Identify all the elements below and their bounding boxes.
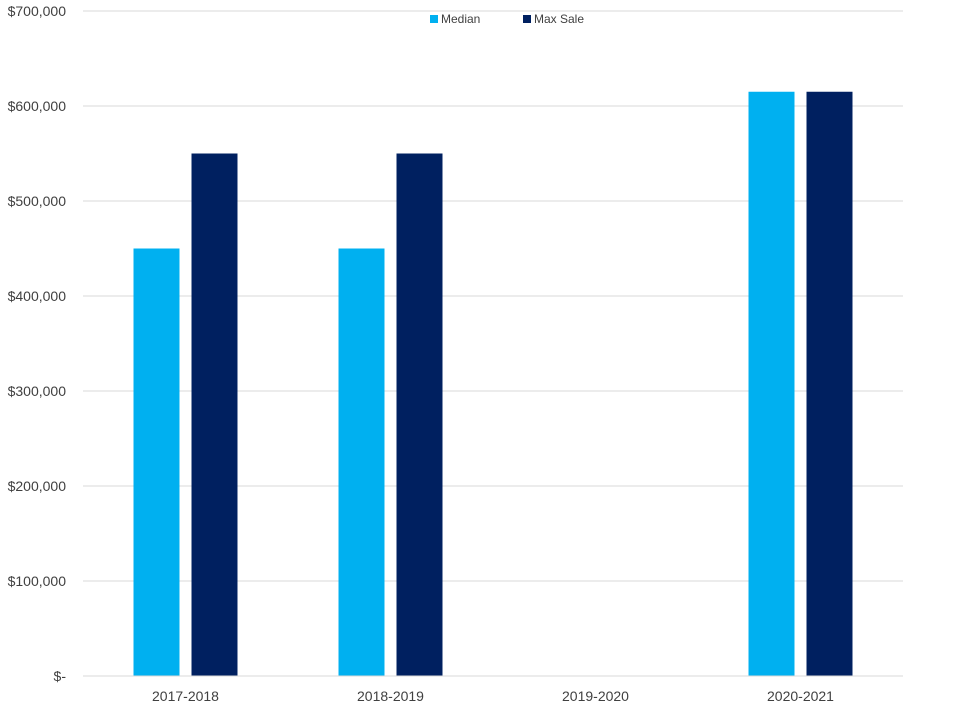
y-tick-label: $-: [54, 668, 67, 684]
y-tick-label: $100,000: [8, 573, 67, 589]
x-axis-tick-labels: 2017-2018 2018-2019 2019-2020 2020-2021: [152, 688, 834, 704]
y-tick-label: $400,000: [8, 288, 67, 304]
y-tick-label: $700,000: [8, 3, 67, 19]
x-tick-label: 2017-2018: [152, 688, 219, 704]
x-tick-label: 2018-2019: [357, 688, 424, 704]
y-tick-label: $200,000: [8, 478, 67, 494]
legend-swatch: [430, 15, 438, 23]
x-tick-label: 2019-2020: [562, 688, 629, 704]
legend: Median Max Sale: [430, 12, 584, 26]
legend-swatch: [523, 15, 531, 23]
legend-label: Median: [441, 12, 480, 26]
bar-median-2017-2018: [133, 248, 180, 676]
y-tick-label: $300,000: [8, 383, 67, 399]
legend-label: Max Sale: [534, 12, 584, 26]
bars: [133, 91, 853, 676]
bar-median-2018-2019: [338, 248, 385, 676]
y-axis-tick-labels: $- $100,000 $200,000 $300,000 $400,000 $500,0…: [8, 3, 67, 684]
y-tick-label: $600,000: [8, 98, 67, 114]
x-tick-label: 2020-2021: [767, 688, 834, 704]
bar-max-sale-2018-2019: [396, 153, 443, 676]
legend-item-max-sale: Max Sale: [523, 12, 584, 26]
bar-max-sale-2020-2021: [806, 91, 853, 676]
legend-item-median: Median: [430, 12, 480, 26]
bar-max-sale-2017-2018: [191, 153, 238, 676]
y-tick-label: $500,000: [8, 193, 67, 209]
bar-median-2020-2021: [748, 91, 795, 676]
